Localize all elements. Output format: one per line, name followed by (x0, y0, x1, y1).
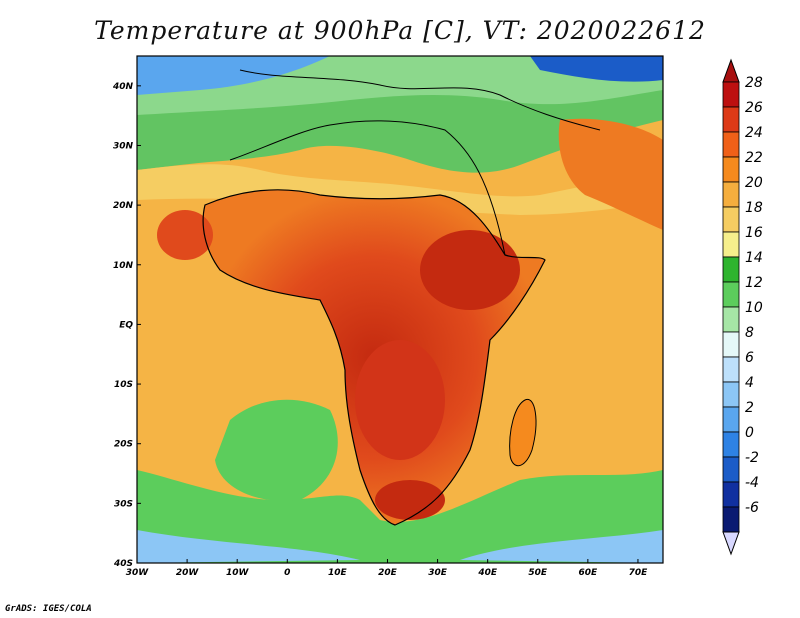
caspian-blue-field (530, 56, 663, 82)
colorbar-label: -6 (745, 500, 759, 516)
colorbar-swatch (722, 331, 740, 358)
lon-tick-label: 10E (328, 568, 348, 578)
colorbar-swatch (722, 81, 740, 108)
colorbar-swatch (722, 406, 740, 433)
colorbar-swatch (722, 231, 740, 258)
madagascar (509, 398, 537, 467)
lat-tick-label: 10N (113, 261, 134, 271)
colorbar-swatch (722, 131, 740, 158)
colorbar-swatch (722, 281, 740, 308)
lon-tick-label: 70E (629, 568, 649, 578)
colorbar-swatch (722, 356, 740, 383)
south-atlantic-green-patch (215, 399, 338, 501)
colorbar-swatch (722, 456, 740, 483)
colorbar-label: -4 (745, 475, 759, 491)
colorbar-label: 12 (745, 275, 763, 291)
lon-tick-label: 20E (378, 568, 398, 578)
colorbar-label: 24 (745, 125, 763, 141)
colorbar-label: 26 (745, 100, 763, 116)
colorbar-swatch (722, 481, 740, 508)
longitude-axis: 30W 20W 10W 0 10E 20E 30E 40E 50E 60E 70E (126, 559, 648, 578)
colorbar-label: 20 (745, 175, 763, 191)
lon-tick-label: 30W (126, 568, 150, 578)
south-blue-field (137, 530, 360, 563)
lon-tick-label: 50E (528, 568, 548, 578)
lat-tick-label: 20N (113, 201, 134, 211)
lat-tick-label: 30S (114, 499, 133, 509)
colorbar-label: 6 (745, 350, 754, 366)
map-field (137, 56, 663, 563)
south-indian-blue-field (460, 530, 663, 563)
sahara-yellow-band (137, 164, 663, 215)
lon-tick-label: 40E (477, 568, 498, 578)
lat-tick-label: 20S (114, 440, 133, 450)
colorbar-label: 2 (745, 400, 754, 416)
lon-tick-label: 0 (284, 568, 290, 578)
lon-tick-label: 20W (176, 568, 200, 578)
footer-credit: GrADS: IGES/COLA (5, 604, 92, 614)
east-africa-hot-core (420, 230, 520, 310)
west-africa-hot-core (157, 210, 213, 260)
colorbar-label: 0 (745, 425, 754, 441)
south-africa-hot-core (375, 480, 445, 520)
map-frame (136, 55, 664, 564)
colorbar-swatch (722, 306, 740, 333)
colorbar-label: 28 (745, 75, 763, 91)
lon-tick-label: 10W (226, 568, 250, 578)
europe-coastline (239, 69, 601, 131)
lat-tick-label: 30N (113, 141, 134, 151)
lat-tick-label: 40N (112, 82, 134, 92)
lat-tick-label: EQ (119, 320, 133, 330)
colorbar-label: 4 (745, 375, 754, 391)
lon-tick-label: 60E (579, 568, 599, 578)
colorbar-swatch (722, 256, 740, 283)
lat-tick-label: 40S (113, 559, 133, 569)
africa-coastline (202, 189, 546, 526)
colorbar-swatch (722, 431, 740, 458)
latitude-axis: 40N 30N 20N 10N EQ 10S 20S 30S 40S (112, 82, 141, 569)
colorbar-label: 10 (745, 300, 763, 316)
lon-tick-label: 30E (428, 568, 448, 578)
colorbar-label: -2 (745, 450, 759, 466)
arabia-warm-field (558, 118, 663, 230)
north-africa-coastline (229, 120, 506, 256)
southern-africa-hot-core (355, 340, 445, 460)
colorbar-swatch (722, 206, 740, 233)
colorbar-label: 16 (745, 225, 763, 241)
chart-title: Temperature at 900hPa [C], VT: 202002261… (94, 16, 706, 45)
colorbar-swatch (722, 381, 740, 408)
colorbar-label: 22 (745, 150, 763, 166)
atlantic-blue-field (137, 56, 330, 95)
colorbar-swatch (722, 181, 740, 208)
lat-tick-label: 10S (114, 380, 133, 390)
colorbar-label: 18 (745, 200, 763, 216)
colorbar-top-arrow (722, 58, 740, 83)
colorbar-bottom-arrow (722, 531, 740, 556)
south-green-field (137, 470, 663, 563)
colorbar-label: 8 (745, 325, 754, 341)
colorbar-swatch (722, 106, 740, 133)
colorbar-label: 14 (745, 250, 763, 266)
colorbar-swatch (722, 506, 740, 533)
colorbar-swatch (722, 156, 740, 183)
